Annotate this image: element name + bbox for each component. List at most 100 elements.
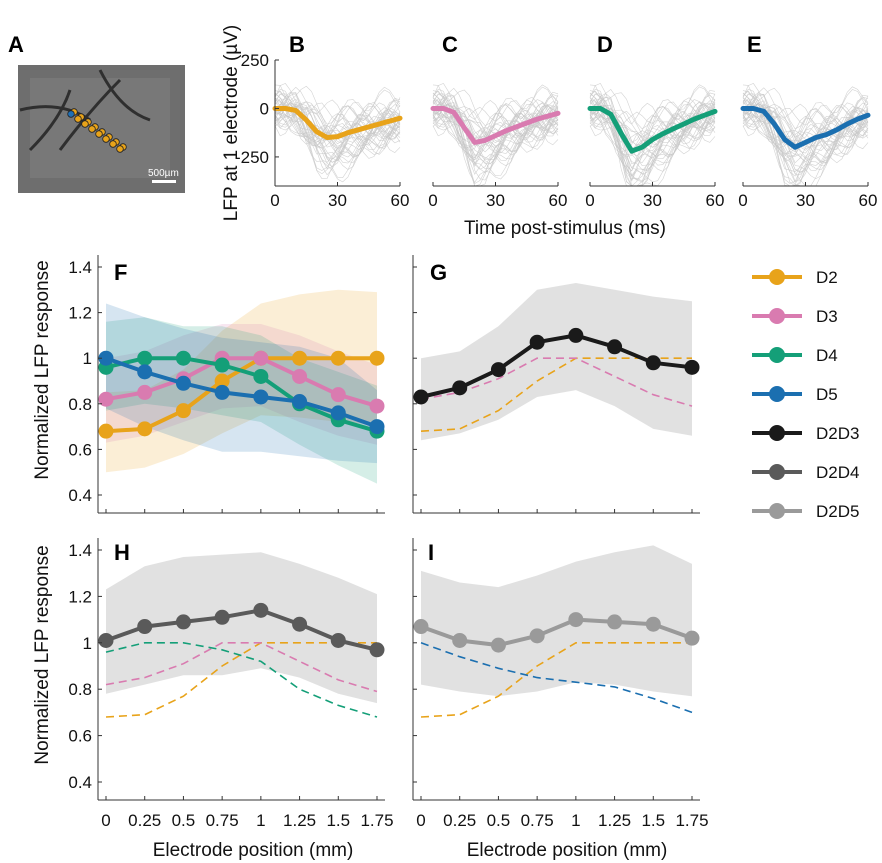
y-tick-label: 0.8 bbox=[68, 395, 92, 414]
point-d2d4 bbox=[369, 642, 385, 658]
band-d2d5 bbox=[421, 545, 692, 697]
point-d3 bbox=[98, 391, 114, 407]
trace-y-tick-label: -250 bbox=[235, 148, 269, 167]
single-trial-trace bbox=[589, 116, 716, 187]
single-trial-trace bbox=[432, 95, 559, 159]
band-d5 bbox=[106, 303, 377, 464]
panel-h: 1.4 1.2 1 0.8 0.6 0.4 0 0.25 0.5 0.75 1 1.25 1.5 1.75 bbox=[68, 538, 394, 830]
legend-label: D5 bbox=[816, 385, 838, 404]
y-tick-label: 0.4 bbox=[68, 773, 92, 792]
panel-label-f: F bbox=[114, 260, 127, 285]
point-d5 bbox=[137, 364, 153, 380]
dashed-line-d3 bbox=[105, 642, 378, 693]
legend-marker bbox=[769, 503, 785, 519]
point-d3 bbox=[292, 368, 308, 384]
trace-x-tick-label: 30 bbox=[486, 191, 505, 210]
single-trial-trace bbox=[742, 114, 869, 147]
band-d2d4 bbox=[106, 552, 377, 704]
trace-x-tick-label: 60 bbox=[549, 191, 568, 210]
legend-label: D2D4 bbox=[816, 463, 859, 482]
single-trial-trace bbox=[432, 115, 559, 154]
trace-x-tick-label: 0 bbox=[585, 191, 594, 210]
legend-label: D2D3 bbox=[816, 424, 859, 443]
legend-entry-d2: D2 bbox=[752, 268, 838, 287]
single-trial-trace bbox=[274, 91, 401, 138]
point-d3 bbox=[137, 384, 153, 400]
panel-label-d: D bbox=[597, 32, 613, 57]
x-tick-label: 1.75 bbox=[675, 811, 708, 830]
y-tick-label: 0.8 bbox=[68, 680, 92, 699]
point-d2 bbox=[369, 350, 385, 366]
trace-panels: 0 30 60 250 0 -250 0 30 60 0 30 60 0 30 60 bbox=[235, 51, 877, 210]
point-d2d5 bbox=[529, 628, 545, 644]
trace-x-tick-label: 60 bbox=[859, 191, 878, 210]
electrode-dot bbox=[81, 120, 89, 128]
single-trial-trace bbox=[742, 101, 869, 182]
lower-y-axis-label: Normalized LFP response bbox=[32, 545, 53, 764]
x-tick-label: 0 bbox=[101, 811, 110, 830]
single-trial-trace bbox=[589, 90, 716, 172]
y-tick-label: 0.6 bbox=[68, 727, 92, 746]
single-trial-trace bbox=[742, 93, 869, 180]
trace-x-axis-label: Time post-stimulus (ms) bbox=[464, 218, 666, 239]
point-d2d5 bbox=[413, 619, 429, 635]
x-tick-label: 0.5 bbox=[487, 811, 511, 830]
point-d4 bbox=[214, 357, 230, 373]
electrode-array bbox=[67, 108, 127, 153]
single-trial-trace bbox=[742, 88, 869, 173]
point-d2d4 bbox=[330, 632, 346, 648]
legend-label: D2 bbox=[816, 268, 838, 287]
point-d4 bbox=[137, 350, 153, 366]
x-tick-label: 1.25 bbox=[283, 811, 316, 830]
legend-marker bbox=[769, 425, 785, 441]
x-tick-label: 1.25 bbox=[598, 811, 631, 830]
x-tick-label: 0 bbox=[416, 811, 425, 830]
point-d5 bbox=[175, 375, 191, 391]
panel-i: 0 0.25 0.5 0.75 1 1.25 1.5 1.75 bbox=[412, 538, 709, 830]
legend-marker bbox=[769, 347, 785, 363]
single-trial-trace bbox=[432, 110, 559, 165]
point-d5 bbox=[330, 405, 346, 421]
y-tick-label: 1.2 bbox=[68, 304, 92, 323]
y-tick-label: 0.6 bbox=[68, 440, 92, 459]
point-d2d3 bbox=[490, 362, 506, 378]
trace-x-tick-label: 30 bbox=[328, 191, 347, 210]
electrode-dot bbox=[95, 130, 103, 138]
point-d2d4 bbox=[137, 619, 153, 635]
point-d2d4 bbox=[98, 632, 114, 648]
electrode-dot bbox=[116, 145, 124, 153]
x-tick-label: 1.5 bbox=[641, 811, 665, 830]
single-trial-trace bbox=[742, 116, 869, 187]
x-tick-label: 1.5 bbox=[326, 811, 350, 830]
legend-entry-d2d3: D2D3 bbox=[752, 424, 859, 443]
point-d5 bbox=[253, 389, 269, 405]
panel-a: A 500µm bbox=[8, 32, 185, 193]
point-d2d5 bbox=[607, 614, 623, 630]
single-trial-trace bbox=[432, 88, 559, 161]
legend-marker bbox=[769, 308, 785, 324]
x-axis-label-right: Electrode position (mm) bbox=[467, 840, 668, 861]
point-d2d4 bbox=[292, 616, 308, 632]
single-trial-trace bbox=[274, 115, 401, 155]
x-tick-label: 0.75 bbox=[206, 811, 239, 830]
point-d2d5 bbox=[684, 630, 700, 646]
single-trial-trace bbox=[432, 94, 559, 175]
x-tick-label: 1.75 bbox=[360, 811, 393, 830]
trace-y-axis-label: LFP at 1 electrode (µV) bbox=[221, 25, 242, 221]
single-trial-trace bbox=[432, 101, 559, 170]
point-d2d3 bbox=[413, 389, 429, 405]
trace-x-tick-label: 60 bbox=[706, 191, 725, 210]
single-trial-trace bbox=[742, 92, 869, 144]
point-d2d4 bbox=[253, 602, 269, 618]
trace-x-tick-label: 0 bbox=[738, 191, 747, 210]
legend-label: D2D5 bbox=[816, 502, 859, 521]
y-tick-label: 1 bbox=[83, 349, 92, 368]
point-d5 bbox=[292, 394, 308, 410]
y-tick-label: 1.4 bbox=[68, 258, 92, 277]
single-trial-trace bbox=[274, 92, 401, 170]
x-tick-label: 1 bbox=[571, 811, 580, 830]
point-d2d3 bbox=[607, 339, 623, 355]
panel-label-h: H bbox=[114, 540, 130, 565]
mean-trace-d5 bbox=[740, 106, 871, 150]
point-d3 bbox=[253, 350, 269, 366]
